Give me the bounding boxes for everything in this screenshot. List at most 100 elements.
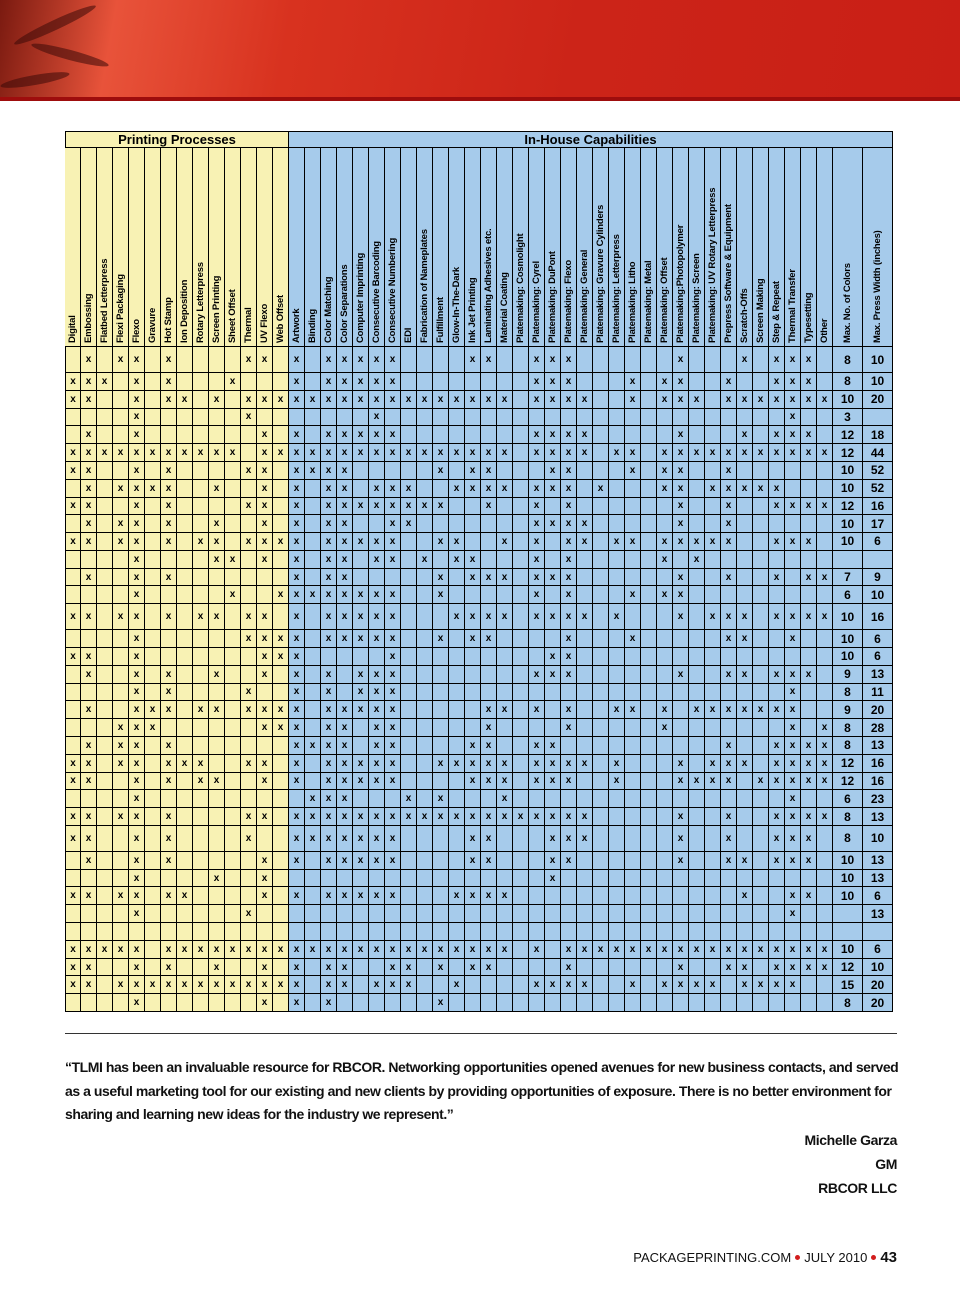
- cell: [593, 568, 609, 587]
- cell: [241, 923, 257, 941]
- cell: [497, 408, 513, 427]
- cell-mark: x: [769, 533, 785, 551]
- cell-mark: x: [705, 976, 721, 995]
- cell: [401, 461, 417, 480]
- cell: [433, 408, 449, 427]
- cell: [625, 994, 641, 1012]
- cell-mark: x: [465, 347, 481, 373]
- cell: [369, 994, 385, 1012]
- column-header: Screen Making: [753, 148, 769, 347]
- cell: [257, 586, 273, 605]
- cell: [161, 408, 177, 427]
- cell: [353, 479, 369, 498]
- cell-mark: x: [289, 887, 305, 906]
- cell: [513, 497, 529, 516]
- cell: [705, 550, 721, 569]
- cell: [225, 887, 241, 906]
- cell: [145, 390, 161, 409]
- cell: [641, 533, 657, 551]
- cell: [145, 736, 161, 755]
- cell: [145, 586, 161, 605]
- cell-mark: x: [673, 373, 689, 391]
- cell: [689, 515, 705, 534]
- cell-mark: x: [769, 426, 785, 445]
- cell-mark: x: [801, 604, 817, 631]
- cell: [65, 550, 81, 569]
- cell: [785, 648, 801, 666]
- cell: [97, 719, 113, 737]
- cell: [241, 851, 257, 870]
- cell-mark: x: [481, 825, 497, 852]
- cell: [81, 790, 97, 809]
- cell-mark: x: [289, 630, 305, 649]
- column-header: Scratch-Offs: [737, 148, 753, 347]
- cell: [513, 736, 529, 755]
- cell-mark: x: [97, 940, 113, 959]
- cell-mark: x: [257, 461, 273, 480]
- cell-mark: x: [721, 515, 737, 534]
- cell: [609, 426, 625, 445]
- cell-mark: x: [161, 683, 177, 702]
- cell: [529, 630, 545, 649]
- cell: [465, 869, 481, 888]
- cell: [225, 719, 241, 737]
- cell: [577, 479, 593, 498]
- cell: [657, 568, 673, 587]
- cell-mark: x: [113, 347, 129, 373]
- cell: [305, 683, 321, 702]
- cell: [609, 851, 625, 870]
- cell: [209, 754, 225, 773]
- cell-mark: x: [417, 444, 433, 462]
- cell: [81, 905, 97, 924]
- cell: [785, 994, 801, 1012]
- cell-number: [833, 550, 863, 569]
- cell: [721, 994, 737, 1012]
- cell: [177, 683, 193, 702]
- cell-mark: x: [785, 976, 801, 995]
- cell-mark: x: [81, 426, 97, 445]
- cell-mark: x: [449, 479, 465, 498]
- cell-mark: x: [337, 390, 353, 409]
- cell-mark: x: [337, 533, 353, 551]
- cell: [321, 869, 337, 888]
- cell-mark: x: [673, 497, 689, 516]
- cell: [257, 408, 273, 427]
- cell-mark: x: [529, 976, 545, 995]
- cell: [689, 497, 705, 516]
- cell: [305, 923, 321, 941]
- cell-mark: x: [673, 479, 689, 498]
- column-header: Platemaking:Photopolymer: [673, 148, 689, 347]
- cell: [801, 869, 817, 888]
- cell: [801, 790, 817, 809]
- cell: [113, 665, 129, 684]
- cell-mark: x: [113, 444, 129, 462]
- cell: [481, 586, 497, 605]
- column-header: Platemaking: DuPont: [545, 148, 561, 347]
- cell-mark: x: [129, 940, 145, 959]
- cell-mark: x: [129, 373, 145, 391]
- cell: [177, 604, 193, 631]
- cell: [737, 497, 753, 516]
- cell-mark: x: [369, 976, 385, 995]
- cell: [625, 426, 641, 445]
- cell: [97, 683, 113, 702]
- cell: [161, 869, 177, 888]
- cell-mark: x: [433, 630, 449, 649]
- cell: [577, 923, 593, 941]
- cell: [593, 905, 609, 924]
- cell-mark: x: [817, 940, 833, 959]
- cell-mark: x: [337, 444, 353, 462]
- cell: [145, 426, 161, 445]
- cell: [465, 586, 481, 605]
- cell-mark: x: [721, 630, 737, 649]
- cell: [241, 736, 257, 755]
- column-header: Color Matching: [321, 148, 337, 347]
- cell: [113, 958, 129, 977]
- cell: [401, 905, 417, 924]
- cell-mark: x: [737, 604, 753, 631]
- cell: [97, 568, 113, 587]
- cell-mark: x: [353, 772, 369, 791]
- cell: [273, 550, 289, 569]
- cell: [513, 825, 529, 852]
- cell-mark: x: [369, 550, 385, 569]
